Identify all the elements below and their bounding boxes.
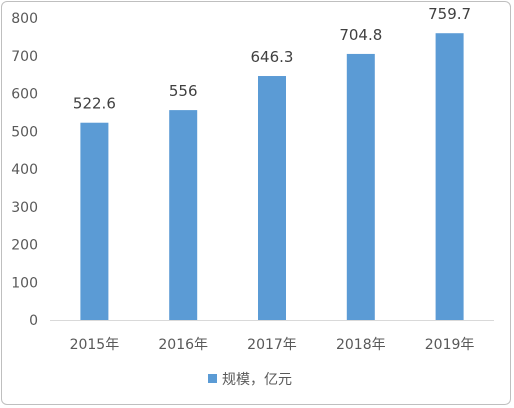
category-label-4: 2019年 <box>425 337 475 353</box>
y-tick-label-4: 400 <box>11 162 38 178</box>
data-label-2: 646.3 <box>251 48 294 66</box>
bar-3 <box>346 53 375 321</box>
y-tick-label-8: 800 <box>11 11 38 27</box>
legend-swatch <box>208 374 217 383</box>
y-tick-label-7: 700 <box>11 49 38 65</box>
y-tick-label-5: 500 <box>11 124 38 140</box>
data-label-4: 759.7 <box>428 5 471 23</box>
bar-0 <box>80 122 109 320</box>
bars <box>80 33 464 321</box>
y-tick-label-1: 100 <box>11 275 38 291</box>
data-label-0: 522.6 <box>73 95 116 113</box>
category-label-2: 2017年 <box>247 337 297 353</box>
legend: 规模，亿元 <box>208 372 292 388</box>
data-labels: 522.6 556 646.3 704.8 759.7 <box>73 5 471 113</box>
bar-1 <box>169 110 198 320</box>
y-tick-label-6: 600 <box>11 87 38 103</box>
category-label-3: 2018年 <box>336 337 386 353</box>
y-tick-label-3: 300 <box>11 200 38 216</box>
y-tick-label-2: 200 <box>11 238 38 254</box>
x-axis-categories: 2015年 2016年 2017年 2018年 2019年 <box>70 337 475 353</box>
y-tick-label-0: 0 <box>29 313 38 329</box>
data-label-3: 704.8 <box>339 26 382 44</box>
bar-4 <box>435 33 464 320</box>
y-axis-ticks: 0 100 200 300 400 500 600 700 800 <box>11 11 38 329</box>
category-label-1: 2016年 <box>158 337 208 353</box>
data-label-1: 556 <box>169 82 198 100</box>
bar-2 <box>258 76 286 320</box>
category-label-0: 2015年 <box>70 337 120 353</box>
legend-label: 规模，亿元 <box>222 372 292 388</box>
